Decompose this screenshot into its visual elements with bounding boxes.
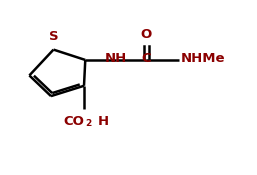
Text: O: O [141, 29, 152, 41]
Text: CO: CO [63, 115, 84, 128]
Text: S: S [49, 30, 58, 43]
Text: H: H [98, 115, 109, 128]
Text: NH: NH [105, 52, 127, 65]
Text: C: C [142, 52, 151, 65]
Text: 2: 2 [85, 119, 91, 128]
Text: NHMe: NHMe [181, 52, 225, 65]
